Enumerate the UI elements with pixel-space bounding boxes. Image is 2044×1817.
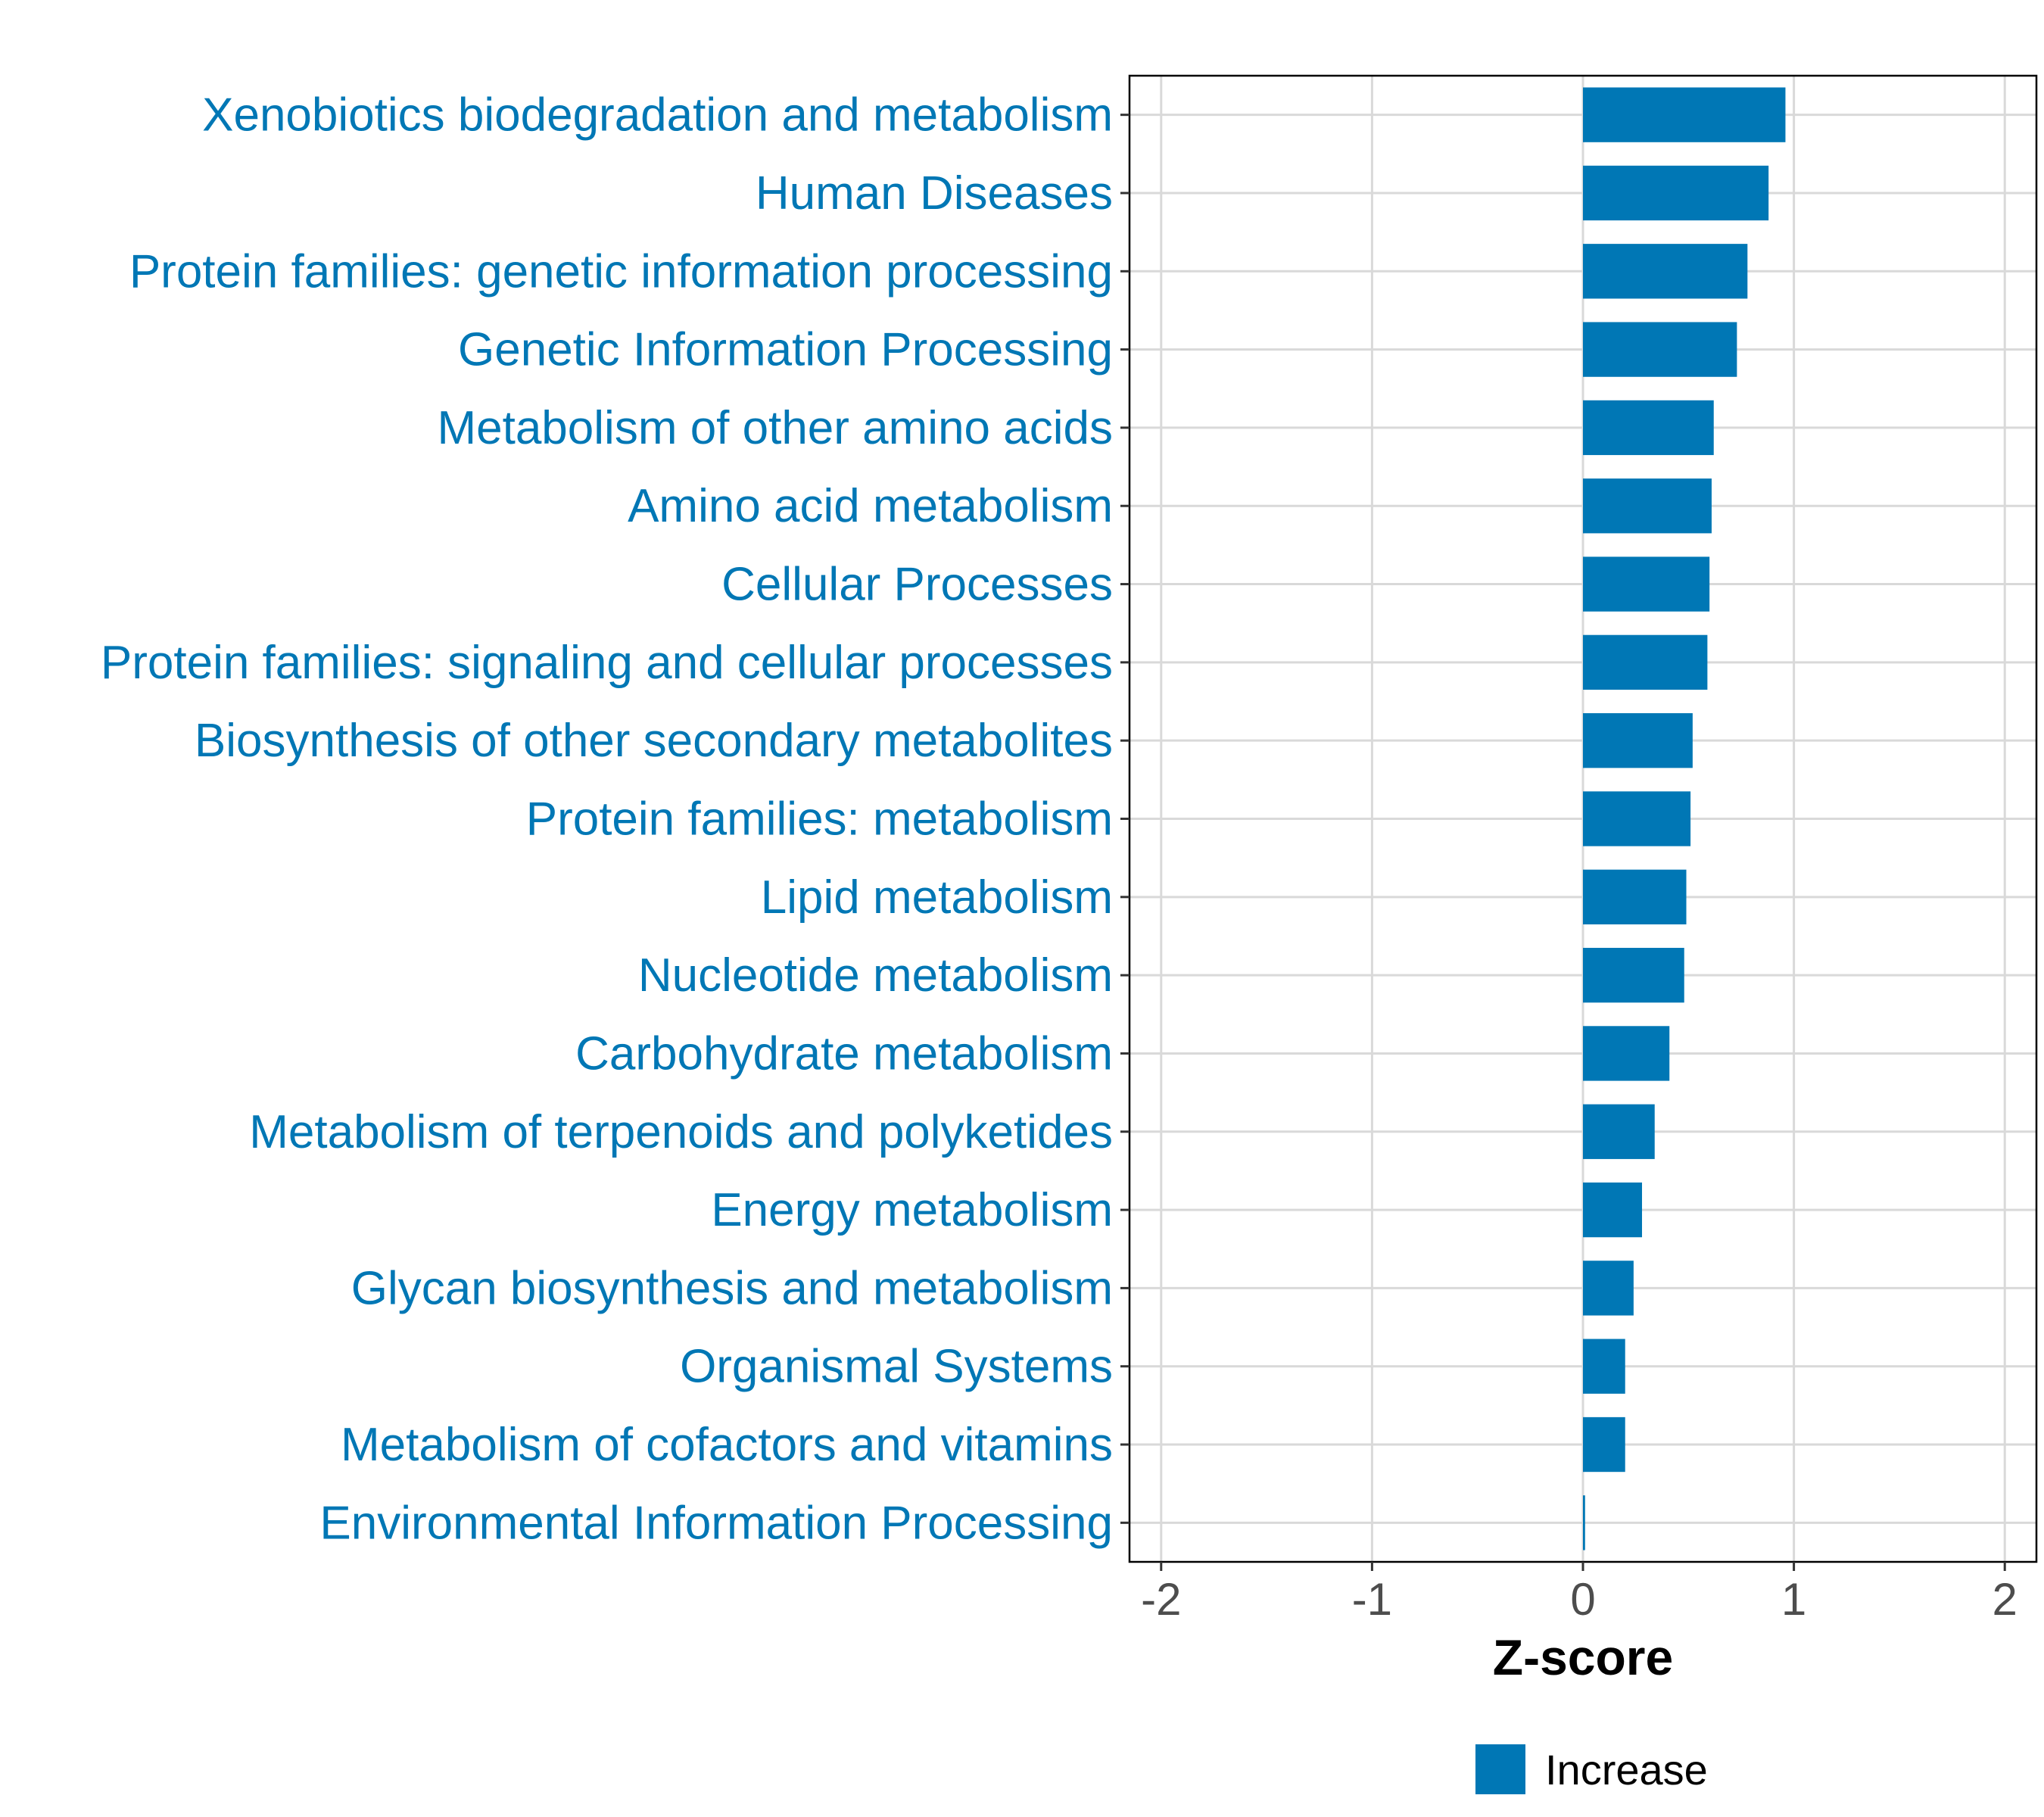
bar (1583, 1417, 1625, 1473)
category-label: Protein families: genetic information pr… (129, 245, 1113, 298)
category-label: Metabolism of terpenoids and polyketides (249, 1106, 1113, 1158)
legend-swatch-increase (1475, 1744, 1525, 1794)
category-label: Human Diseases (756, 167, 1113, 220)
bar (1583, 869, 1687, 924)
category-label: Lipid metabolism (761, 871, 1113, 924)
category-label: Environmental Information Processing (319, 1497, 1113, 1549)
bar (1583, 87, 1786, 142)
bar (1583, 400, 1714, 456)
bar (1583, 1261, 1634, 1316)
x-axis-title: Z-score (1493, 1629, 1673, 1685)
bar (1583, 1339, 1625, 1394)
x-tick-label: -2 (1141, 1574, 1181, 1625)
bar (1583, 478, 1712, 534)
y-axis: Xenobiotics biodegradation and metabolis… (101, 89, 1129, 1549)
category-label: Glycan biosynthesis and metabolism (351, 1262, 1113, 1314)
bar (1583, 713, 1693, 768)
legend: Increase (1475, 1744, 1708, 1794)
legend-label-increase: Increase (1545, 1746, 1708, 1794)
category-label: Biosynthesis of other secondary metaboli… (195, 715, 1113, 767)
x-tick-label: 2 (1993, 1574, 2018, 1625)
bar (1583, 322, 1737, 377)
bar (1583, 1026, 1670, 1081)
bar (1583, 947, 1684, 1003)
category-label: Metabolism of other amino acids (437, 402, 1113, 454)
category-label: Energy metabolism (711, 1184, 1113, 1236)
x-tick-label: 0 (1570, 1574, 1595, 1625)
x-axis: -2 -1 0 1 2 (1141, 1562, 2018, 1625)
bar (1583, 556, 1710, 612)
category-label: Genetic Information Processing (458, 324, 1113, 376)
x-tick-label: 1 (1781, 1574, 1806, 1625)
category-label: Carbohydrate metabolism (575, 1027, 1113, 1080)
category-label: Organismal Systems (680, 1341, 1113, 1393)
bars (1583, 87, 1786, 1551)
category-label: Protein families: metabolism (526, 793, 1113, 846)
x-tick-label: -1 (1352, 1574, 1392, 1625)
category-label: Protein families: signaling and cellular… (101, 637, 1113, 689)
category-label: Metabolism of cofactors and vitamins (341, 1419, 1113, 1471)
bar (1583, 634, 1708, 690)
bar (1583, 165, 1769, 221)
category-label: Nucleotide metabolism (638, 949, 1113, 1002)
category-label: Amino acid metabolism (628, 480, 1113, 532)
bar (1583, 1495, 1585, 1551)
bar (1583, 1182, 1643, 1238)
bar (1583, 244, 1748, 299)
category-label: Xenobiotics biodegradation and metabolis… (202, 89, 1113, 142)
category-label: Cellular Processes (721, 559, 1113, 611)
bar (1583, 1104, 1655, 1159)
bar (1583, 791, 1691, 846)
